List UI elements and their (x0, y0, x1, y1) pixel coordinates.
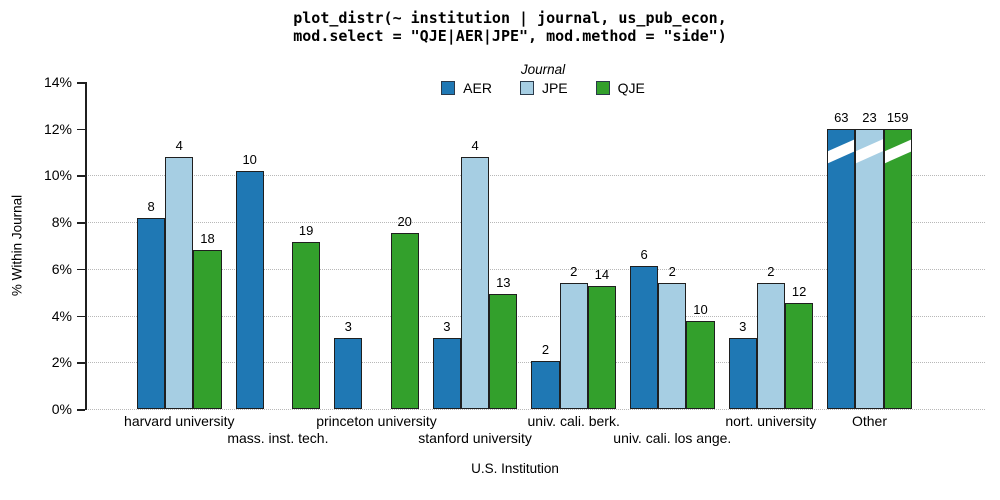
y-tick-label: 10% (43, 167, 72, 184)
bar-value-label: 23 (862, 110, 877, 126)
bar-aer-6 (630, 266, 659, 409)
x-tick-label-1: harvard university (124, 413, 235, 429)
legend-item-qje: QJE (595, 80, 645, 96)
x-tick-label-3: princeton university (316, 413, 437, 429)
y-axis-tick (77, 175, 85, 177)
bar-qje-3 (390, 232, 419, 409)
bar-qje-2 (292, 241, 321, 409)
y-axis-tick (77, 82, 85, 84)
y-axis-tick (77, 222, 85, 224)
gridline-0pct (88, 409, 985, 410)
legend-title: Journal (520, 62, 566, 77)
bar-qje-1 (193, 250, 222, 409)
bar-aer-2 (235, 170, 264, 409)
bar-jpe-5 (559, 282, 588, 409)
bar-value-label: 2 (570, 263, 578, 279)
bar-aer-3 (334, 337, 363, 409)
bar-value-label: 4 (175, 137, 183, 153)
x-axis-title: U.S. Institution (471, 461, 559, 476)
y-tick-label: 14% (43, 74, 72, 90)
bar-value-label: 10 (693, 301, 708, 317)
bar-value-label: 3 (443, 318, 451, 334)
bar-value-label: 14 (594, 266, 610, 282)
bar-value-label: 10 (242, 151, 257, 167)
bar-value-label: 13 (496, 275, 511, 291)
legend-item-aer: AER (441, 80, 492, 96)
y-tick-label: 8% (51, 214, 72, 231)
bar-value-label: 6 (640, 247, 648, 263)
bar-value-label: 19 (298, 222, 314, 238)
x-tick-label-2: mass. inst. tech. (227, 430, 329, 446)
legend-swatch-qje (595, 81, 610, 95)
y-tick-label: 6% (51, 260, 72, 277)
bar-value-label: 2 (541, 342, 550, 358)
legend-item-jpe: JPE (519, 80, 568, 96)
y-tick-label: 4% (51, 307, 72, 324)
bar-value-label: 63 (834, 110, 849, 126)
bar-qje-5 (587, 285, 616, 409)
legend-label-aer: AER (463, 80, 492, 96)
x-tick-label-4: stanford university (418, 430, 532, 446)
chart-title-line-2: mod.select = "QJE|AER|JPE", mod.method =… (293, 27, 727, 45)
x-tick-label-5: univ. cali. berk. (527, 413, 620, 429)
legend-swatch-aer (441, 81, 456, 95)
axis-break-mark (828, 136, 855, 166)
gridline-10pct (88, 175, 985, 177)
bar-value-label: 4 (471, 137, 479, 153)
gridline-8pct (88, 222, 985, 224)
gridline-4pct (88, 315, 985, 317)
y-axis-tick (77, 268, 85, 271)
bar-value-label: 2 (668, 263, 676, 279)
bar-value-label: 12 (791, 284, 807, 300)
bar-aer-5 (531, 361, 560, 409)
bar-jpe-4 (461, 156, 490, 409)
legend-label-qje: QJE (617, 80, 645, 96)
bar-qje-4 (489, 294, 518, 409)
bar-value-label: 2 (767, 263, 775, 279)
y-tick-label: 12% (43, 120, 72, 137)
axis-break-mark (856, 136, 883, 166)
bar-value-label: 159 (886, 110, 909, 126)
bar-jpe-6 (658, 282, 687, 409)
x-tick-label-8: Other (851, 413, 887, 429)
legend-items: AER JPE QJE (86, 80, 1000, 96)
y-axis-line (85, 82, 87, 410)
bar-aer-8 (827, 129, 856, 409)
x-tick-label-6: univ. cali. los ange. (613, 430, 732, 446)
legend: Journal AER JPE QJE (86, 63, 1000, 96)
bar-jpe-1 (165, 156, 194, 409)
y-tick-label: 2% (51, 354, 72, 371)
gridline-6pct (88, 268, 985, 270)
y-axis-title: % Within Journal (9, 194, 25, 297)
axis-break-mark (884, 136, 911, 166)
bar-value-label: 18 (200, 231, 215, 247)
y-axis-tick (77, 315, 85, 318)
chart-title-line-1: plot_distr(~ institution | journal, us_p… (293, 9, 727, 27)
legend-swatch-jpe (519, 81, 534, 95)
y-axis-tick (77, 409, 85, 411)
bar-aer-1 (137, 218, 166, 409)
x-tick-label-7: nort. university (725, 413, 817, 429)
y-axis-tick (77, 362, 85, 364)
bar-value-label: 3 (344, 318, 352, 334)
bar-jpe-8 (855, 129, 884, 409)
legend-label-jpe: JPE (541, 80, 568, 96)
y-tick-label: 0% (51, 401, 72, 417)
bar-aer-7 (728, 337, 757, 409)
bar-jpe-7 (756, 282, 785, 409)
bar-aer-4 (432, 337, 461, 409)
bar-value-label: 3 (739, 318, 747, 334)
bar-value-label: 8 (147, 199, 155, 215)
chart-title: plot_distr(~ institution | journal, us_p… (10, 9, 1000, 45)
bar-value-label: 20 (397, 213, 412, 229)
bar-qje-8 (883, 129, 912, 409)
bar-qje-7 (785, 303, 814, 409)
bar-qje-6 (686, 320, 715, 409)
y-axis-tick (77, 128, 85, 131)
